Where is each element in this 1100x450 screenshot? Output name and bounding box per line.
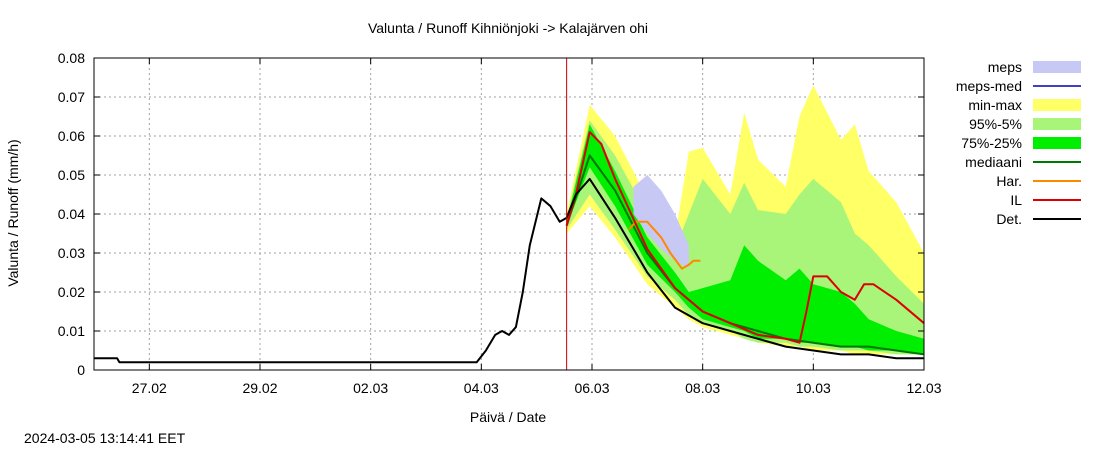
x-tick-label: 29.02 <box>242 380 277 396</box>
ticks: 0 0.01 0.02 0.03 0.04 0.05 0.06 0.07 0.08 27.02 29… <box>58 50 942 396</box>
x-tick-label: 27.02 <box>132 380 167 396</box>
band-75-25- <box>566 124 924 355</box>
y-tick-label: 0.02 <box>58 284 85 300</box>
line-il <box>565 131 925 344</box>
y-tick-label: 0.01 <box>58 323 85 339</box>
y-tick-label: 0.07 <box>58 89 85 105</box>
legend-swatch <box>1033 118 1081 130</box>
lines <box>94 58 925 370</box>
plot-border <box>93 57 925 371</box>
legend-label: mediaani <box>965 154 1022 170</box>
line-mediaani <box>565 154 925 356</box>
legend-label: 75%-25% <box>961 135 1022 151</box>
y-tick-label: 0.05 <box>58 167 85 183</box>
x-tick-label: 10.03 <box>796 380 831 396</box>
x-tick-label: 06.03 <box>574 380 609 396</box>
x-tick-label: 02.03 <box>353 380 388 396</box>
legend-swatch <box>1033 61 1081 73</box>
legend-label: IL <box>1010 192 1022 208</box>
legend-swatch <box>1033 137 1081 149</box>
legend-swatch <box>1033 99 1081 111</box>
y-axis-label: Valunta / Runoff (mm/h) <box>5 139 21 286</box>
legend-label: meps <box>988 59 1022 75</box>
x-axis-label: Päivä / Date <box>470 409 546 425</box>
x-tick-label: 12.03 <box>906 380 941 396</box>
bands <box>566 85 924 355</box>
x-tick-label: 08.03 <box>685 380 720 396</box>
y-tick-label: 0.08 <box>58 50 85 66</box>
legend-label: min-max <box>968 97 1022 113</box>
y-tick-label: 0 <box>77 362 85 378</box>
band-meps <box>633 175 689 269</box>
chart-title: Valunta / Runoff Kihniönjoki -> Kalajärv… <box>368 20 648 36</box>
x-tick-label: 04.03 <box>464 380 499 396</box>
legend-label: 95%-5% <box>969 116 1022 132</box>
axes <box>93 57 925 371</box>
legend: meps meps-med min-max 95%-5% 75%-25% mediaani… <box>956 59 1081 227</box>
legend-label: Det. <box>996 211 1022 227</box>
timestamp: 2024-03-05 13:14:41 EET <box>24 430 186 446</box>
legend-label: meps-med <box>956 78 1022 94</box>
legend-label: Har. <box>996 173 1022 189</box>
y-tick-label: 0.04 <box>58 206 85 222</box>
y-tick-label: 0.06 <box>58 128 85 144</box>
y-tick-label: 0.03 <box>58 245 85 261</box>
line-har- <box>628 220 701 270</box>
